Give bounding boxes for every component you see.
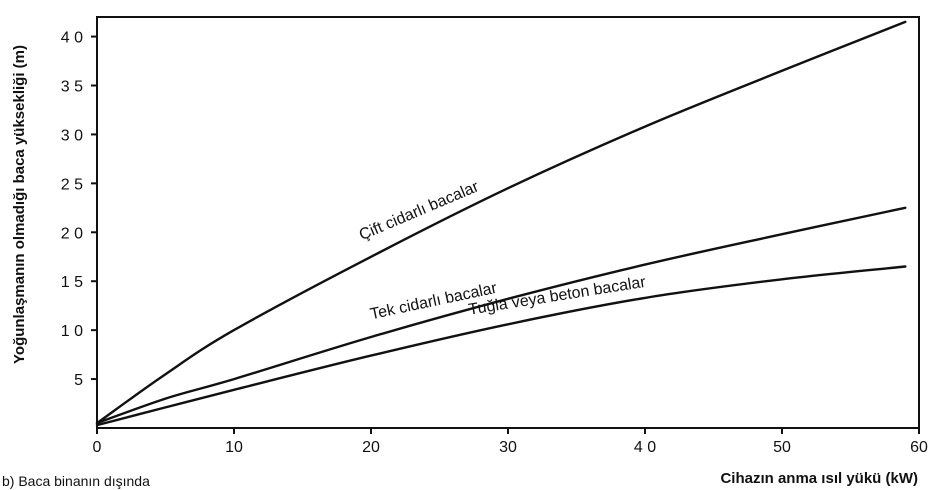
x-tick-label: 4 0: [634, 439, 656, 456]
x-tick-label: 50: [773, 439, 791, 456]
x-tick-label: 60: [910, 439, 928, 456]
y-tick-label: 3 5: [61, 79, 83, 96]
series-line: [95, 206, 907, 425]
figure-caption: b) Baca binanın dışında: [2, 473, 150, 489]
series-line: [95, 265, 907, 427]
series-line: [95, 20, 907, 425]
x-tick-label: 0: [93, 439, 102, 456]
x-tick-label: 30: [499, 439, 517, 456]
y-axis-title: Yoğunlaşmanın olmadığı baca yüksekliği (…: [11, 45, 28, 364]
y-tick-label: 2 0: [61, 225, 83, 242]
x-tick-label: 10: [225, 439, 243, 456]
y-tick-label: 3 0: [61, 127, 83, 144]
x-tick-label: 20: [362, 439, 380, 456]
y-tick-label: 1 0: [61, 323, 83, 340]
x-axis-title: Cihazın anma ısıl yükü (kW): [720, 470, 918, 487]
y-tick-label: 4 0: [61, 30, 83, 47]
y-tick-label: 1 5: [61, 274, 83, 291]
plot-frame: [96, 16, 920, 429]
y-tick-label: 5: [74, 372, 83, 389]
y-tick-label: 2 5: [61, 176, 83, 193]
